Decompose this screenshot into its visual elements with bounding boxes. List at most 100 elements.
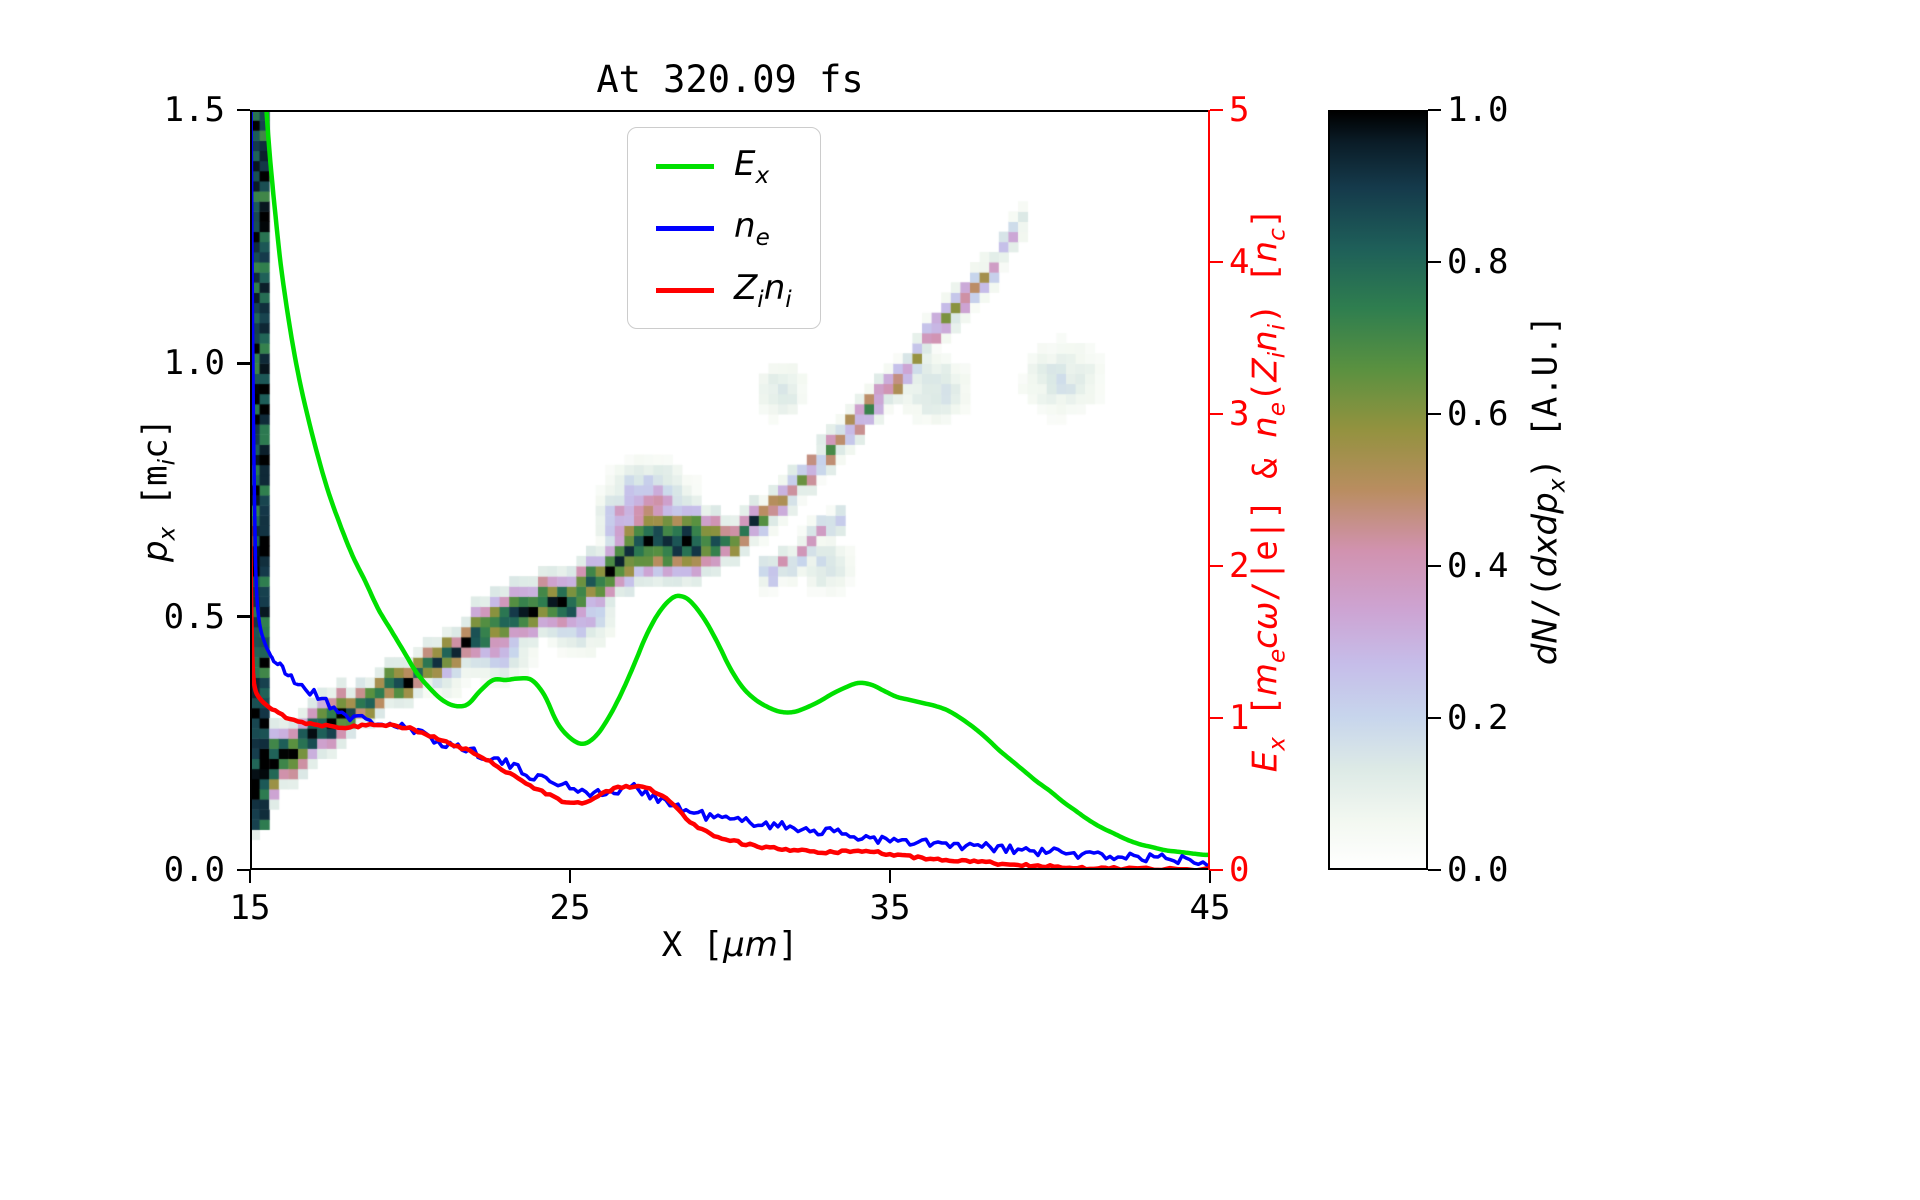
label-segment: E [1245,750,1286,773]
label-segment: E [734,143,756,184]
label-segment: ] [777,925,799,965]
label-segment: p [135,540,176,563]
label-segment: N [1525,618,1566,644]
colorbar-tick [1428,564,1441,568]
colorbar-tick [1428,716,1441,720]
label-segment: x [1544,478,1571,493]
x-tick-label: 25 [549,888,591,928]
curves-overlay [250,110,1210,870]
label-segment: e [755,224,770,251]
label-segment: i [785,286,792,313]
x-tick-label: 15 [229,888,271,928]
label-segment: n [763,267,786,308]
label-segment: d [1525,643,1566,666]
colorbar-tick-label: 0.8 [1447,242,1509,282]
x-tick [1208,870,1212,883]
label-segment: n [1245,416,1286,438]
y-right-axis-label: Ex [mecω/|e|] & ne(Zini) [nc] [1246,208,1291,773]
zini-legend-line [656,287,714,293]
label-segment: [m [135,465,176,527]
colorbar-tick-label: 0.0 [1447,850,1509,890]
x-axis-label: X [μm] [250,925,1210,965]
y-right-tick [1210,564,1223,568]
y-left-tick [237,362,250,365]
y-right-tick [1210,716,1223,720]
y-right-tick-label: 4 [1229,242,1250,282]
label-segment: /|e|] & [1245,437,1286,602]
y-right-tick-label: 5 [1229,90,1250,130]
legend: Ex ne Zini [627,127,821,329]
label-segment: X [ [661,925,724,965]
label-segment: n [1245,240,1286,263]
x-tick-label: 35 [869,888,911,928]
label-segment: x [755,162,770,189]
colorbar-label: dN/(dxdpx) [A.U.] [1526,315,1571,665]
colorbar-tick [1428,260,1441,264]
label-segment: n [734,205,756,246]
label-segment: i [1264,323,1291,331]
y-left-tick-label: 1.5 [163,90,225,130]
x-tick [248,870,252,883]
y-right-tick [1210,260,1223,264]
y-left-tick-label: 0.5 [163,596,225,637]
colorbar-tick-label: 1.0 [1447,90,1509,130]
label-segment: n [1245,330,1286,352]
label-segment: Z [1245,358,1286,382]
y-left-axis-label: px [mic] [136,418,181,562]
label-segment: ] [1245,207,1286,229]
colorbar-tick [1428,412,1441,416]
ne-legend-label: ne [734,206,770,251]
y-right-tick [1210,412,1223,416]
y-right-tick-label: 0 [1229,850,1250,890]
y-right-tick [1210,108,1223,112]
label-segment: e [1264,648,1291,664]
label-segment: dxdp [1525,492,1566,578]
label-segment: [ [1245,696,1286,738]
y-right-tick-label: 3 [1229,394,1250,434]
colorbar-tick [1428,108,1441,112]
y-right-tick-label: 1 [1229,698,1250,738]
colorbar [1328,110,1428,870]
colorbar-tick-label: 0.2 [1447,698,1509,738]
ex-legend-label: Ex [734,144,769,189]
y-right-tick-label: 2 [1229,546,1250,586]
label-segment: c [1264,228,1291,241]
label-segment: ( [1245,381,1286,403]
y-left-tick [237,108,250,112]
y-left-tick [237,868,250,872]
label-segment: Z [734,267,758,308]
label-segment: x [154,526,181,541]
zini-legend-label: Zini [734,268,792,313]
x-tick [568,870,572,883]
label-segment: i [1264,351,1291,359]
legend-entry-ne: ne [656,206,792,250]
label-segment: ) [A.U.] [1525,314,1566,479]
label-segment: m [1245,663,1286,697]
y-left-tick [237,615,250,618]
legend-entry-ex: Ex [656,144,792,188]
label-segment: i [154,458,181,466]
y-left-tick-label: 0.0 [163,850,225,890]
y-left-tick-label: 1.0 [163,343,225,384]
label-segment: x [1264,737,1291,751]
x-tick [888,870,892,883]
label-segment: ) [ [1245,262,1286,324]
label-segment: ω [1245,601,1286,631]
plot-title: At 320.09 fs [596,58,864,101]
legend-entry-zini: Zini [656,268,792,312]
label-segment: e [1264,402,1291,417]
label-segment: i [757,286,764,313]
Ex-curve [264,110,1210,858]
colorbar-tick-label: 0.6 [1447,394,1509,434]
label-segment: c [1245,630,1286,649]
y-right-tick [1210,868,1223,872]
Zini-curve [250,518,1210,870]
label-segment: μm [723,925,778,965]
colorbar-tick-label: 0.4 [1447,546,1509,586]
label-segment: c] [135,417,176,459]
colorbar-tick [1428,868,1441,872]
ex-legend-line [656,163,714,169]
x-tick-label: 45 [1189,888,1231,928]
label-segment: /( [1525,577,1566,619]
